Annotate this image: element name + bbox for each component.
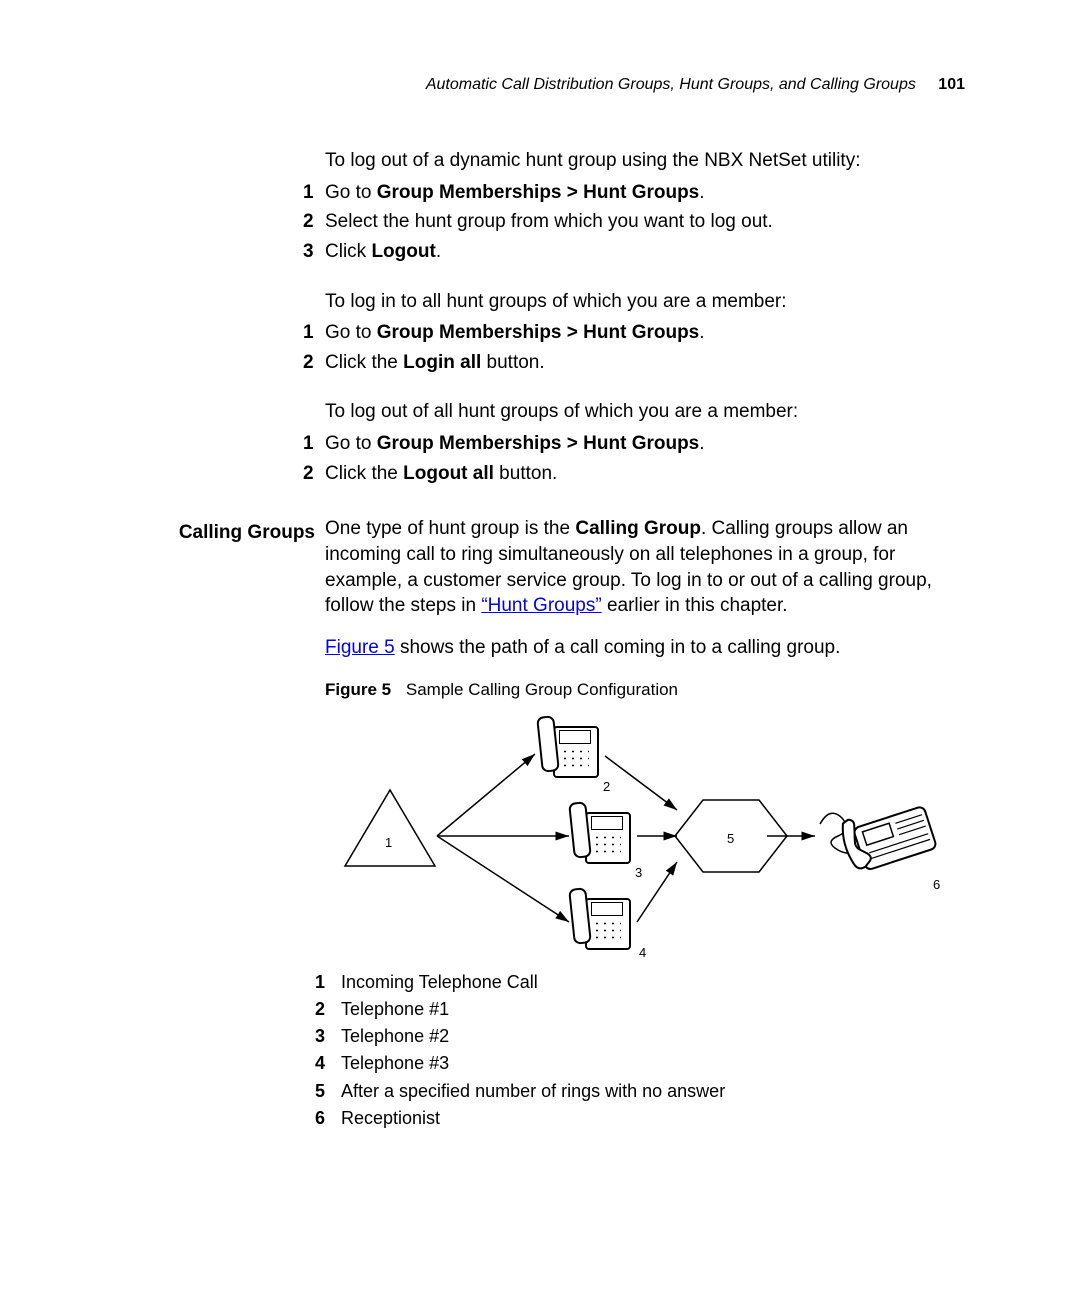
legend-row: 5After a specified number of rings with … [325,1079,965,1103]
hunt-groups-link[interactable]: “Hunt Groups” [481,595,601,616]
step-text-pre: Go to [325,182,377,203]
step-text: Select the hunt group from which you wan… [325,211,773,232]
step-number: 1 [303,431,314,457]
step-item: 3 Click Logout. [325,239,965,265]
steps-logout-single: 1 Go to Group Memberships > Hunt Groups.… [325,180,965,265]
step-number: 2 [303,350,314,376]
legend-row: 6Receptionist [325,1106,965,1130]
legend-num: 3 [315,1024,341,1048]
step-text-pre: Click the [325,463,403,484]
diagram-label-1: 1 [385,834,392,852]
legend-num: 2 [315,997,341,1021]
document-page: Automatic Call Distribution Groups, Hunt… [0,0,1080,1296]
intro-login-all: To log in to all hunt groups of which yo… [325,289,965,315]
legend-num: 1 [315,970,341,994]
legend-text: Receptionist [341,1106,440,1130]
step-number: 2 [303,461,314,487]
cg-text-bold: Calling Group [575,518,701,539]
legend-text: Telephone #3 [341,1051,449,1075]
step-text-post: . [699,182,704,203]
diagram-label-6: 6 [933,876,940,894]
step-number: 2 [303,209,314,235]
step-item: 2 Click the Login all button. [325,350,965,376]
figure-caption: Figure 5 Sample Calling Group Configurat… [325,679,965,702]
step-text-bold: Group Memberships > Hunt Groups [377,182,700,203]
figure-5-link[interactable]: Figure 5 [325,637,395,658]
legend-row: 4Telephone #3 [325,1051,965,1075]
figure-caption-text: Sample Calling Group Configuration [406,680,678,699]
step-text-bold: Group Memberships > Hunt Groups [377,322,700,343]
step-text-post: button. [481,352,544,373]
step-text-post: . [699,433,704,454]
running-header-title: Automatic Call Distribution Groups, Hunt… [426,76,916,93]
step-text-pre: Go to [325,322,377,343]
step-text-bold: Login all [403,352,481,373]
legend-text: Telephone #2 [341,1024,449,1048]
section-logout-single: To log out of a dynamic hunt group using… [325,148,965,265]
phone-icon [577,894,631,954]
step-text-bold: Group Memberships > Hunt Groups [377,433,700,454]
figure-caption-bold: Figure 5 [325,680,391,699]
intro-logout-all: To log out of all hunt groups of which y… [325,399,965,425]
section-logout-all: To log out of all hunt groups of which y… [325,399,965,486]
phone-icon [577,808,631,868]
legend-text: Incoming Telephone Call [341,970,538,994]
step-item: 2 Click the Logout all button. [325,461,965,487]
legend-row: 3Telephone #2 [325,1024,965,1048]
step-text-pre: Click [325,241,371,262]
step-number: 1 [303,180,314,206]
step-item: 2 Select the hunt group from which you w… [325,209,965,235]
calling-groups-paragraph: One type of hunt group is the Calling Gr… [325,516,965,619]
legend-row: 2Telephone #1 [325,997,965,1021]
figure-ref-rest: shows the path of a call coming in to a … [395,637,841,658]
side-heading-calling-groups: Calling Groups [167,520,315,546]
step-text-pre: Click the [325,352,403,373]
figure-5-diagram: 1 2 3 4 5 6 [325,716,965,962]
diagram-label-2: 2 [603,778,610,796]
section-login-all: To log in to all hunt groups of which yo… [325,289,965,376]
legend-text: After a specified number of rings with n… [341,1079,725,1103]
legend-num: 4 [315,1051,341,1075]
legend-text: Telephone #1 [341,997,449,1021]
cg-text-1: One type of hunt group is the [325,518,575,539]
cg-text-3: earlier in this chapter. [602,595,788,616]
main-content: To log out of a dynamic hunt group using… [325,148,965,1130]
page-number: 101 [938,76,965,93]
intro-logout-single: To log out of a dynamic hunt group using… [325,148,965,174]
step-item: 1 Go to Group Memberships > Hunt Groups. [325,320,965,346]
diagram-label-3: 3 [635,864,642,882]
steps-logout-all: 1 Go to Group Memberships > Hunt Groups.… [325,431,965,486]
figure-reference-paragraph: Figure 5 shows the path of a call coming… [325,635,965,661]
diagram-label-5: 5 [727,830,734,848]
diagram-label-4: 4 [639,944,646,962]
step-text-post: . [699,322,704,343]
step-text-bold: Logout all [403,463,494,484]
step-text-bold: Logout [371,241,435,262]
section-calling-groups: One type of hunt group is the Calling Gr… [325,516,965,1130]
step-text-pre: Go to [325,433,377,454]
step-number: 1 [303,320,314,346]
phone-icon [545,722,599,782]
step-item: 1 Go to Group Memberships > Hunt Groups. [325,180,965,206]
steps-login-all: 1 Go to Group Memberships > Hunt Groups.… [325,320,965,375]
step-text-post: . [436,241,441,262]
legend-row: 1Incoming Telephone Call [325,970,965,994]
step-text-post: button. [494,463,557,484]
legend-num: 6 [315,1106,341,1130]
running-header: Automatic Call Distribution Groups, Hunt… [426,74,965,96]
figure-legend: 1Incoming Telephone Call 2Telephone #1 3… [325,970,965,1131]
receptionist-phone-icon [835,790,955,870]
triangle-shape [345,790,435,866]
step-number: 3 [303,239,314,265]
step-item: 1 Go to Group Memberships > Hunt Groups. [325,431,965,457]
legend-num: 5 [315,1079,341,1103]
